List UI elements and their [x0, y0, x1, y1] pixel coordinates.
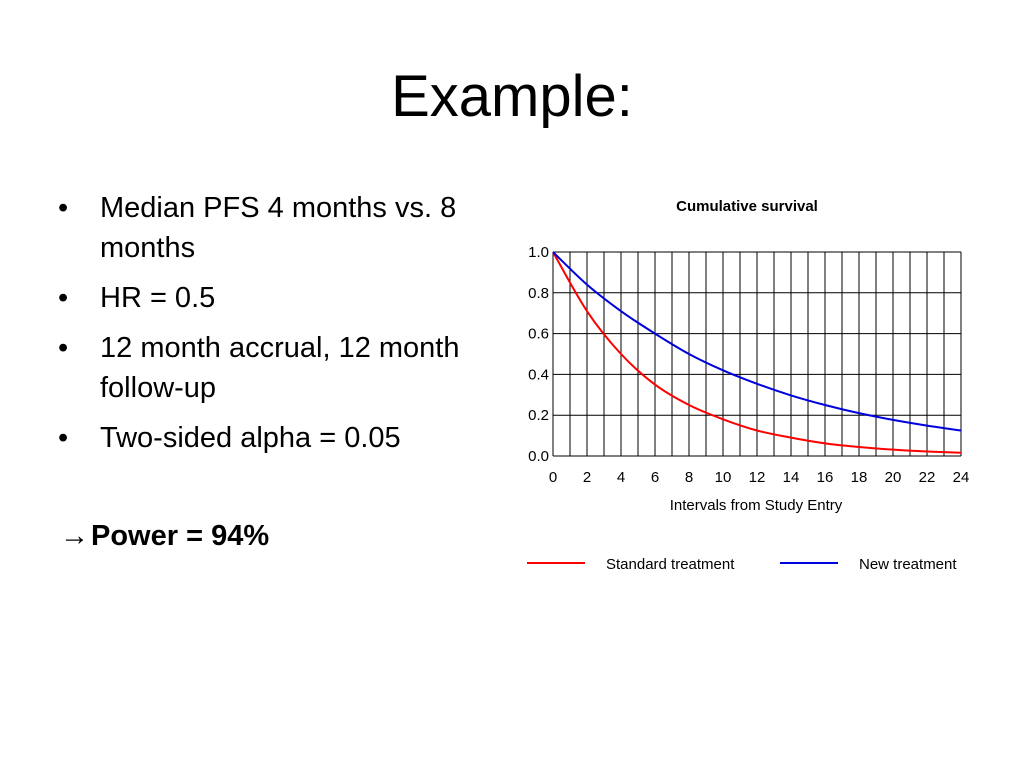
chart-ticks: 0 2 4 6 8 10 12 14 16 18 20 22 240.00.20.40.60.81.0 [528, 244, 969, 486]
x-tick-label: 8 [685, 469, 693, 486]
x-tick-label: 2 [583, 469, 591, 486]
x-tick-label: 12 [749, 469, 766, 486]
bullet-item: • 12 month accrual, 12 month follow-up [58, 328, 478, 408]
x-tick-label: 10 [715, 469, 732, 486]
slide-title: Example: [391, 64, 633, 129]
y-tick-label: 0.4 [528, 366, 549, 383]
bullet-symbol: • [58, 422, 69, 454]
x-tick-label: 4 [617, 469, 625, 486]
power-text: Power = 94% [91, 520, 270, 552]
x-tick-label: 0 [549, 469, 557, 486]
y-tick-label: 0.6 [528, 326, 549, 343]
y-tick-label: 0.8 [528, 285, 549, 302]
bullet-text: Median PFS 4 months vs. 8 months [100, 192, 457, 264]
bullet-text: Two-sided alpha = 0.05 [100, 422, 401, 454]
legend-label: New treatment [859, 556, 957, 573]
chart-series [552, 251, 962, 454]
bullet-list: • Median PFS 4 months vs. 8 months • HR = … [58, 188, 478, 468]
bullet-text: HR = 0.5 [100, 282, 216, 314]
bullet-item: • HR = 0.5 [58, 278, 478, 318]
right-arrow-icon: → [60, 520, 89, 552]
x-tick-label: 14 [783, 469, 800, 486]
power-conclusion: →Power = 94% [60, 516, 269, 556]
chart-grid [552, 251, 962, 457]
x-tick-label: 16 [817, 469, 834, 486]
x-tick-label: 20 [885, 469, 902, 486]
chart-title: Cumulative survival [676, 198, 818, 215]
x-tick-label: 24 [953, 469, 970, 486]
y-tick-label: 1.0 [528, 244, 549, 261]
bullet-text: 12 month accrual, 12 month follow-up [100, 332, 460, 404]
bullet-symbol: • [58, 332, 69, 364]
bullet-item: • Median PFS 4 months vs. 8 months [58, 188, 478, 268]
series-line-new-treatment [552, 251, 962, 432]
y-tick-label: 0.2 [528, 407, 549, 424]
bullet-symbol: • [58, 192, 69, 224]
x-tick-label: 22 [919, 469, 936, 486]
survival-chart-svg: Cumulative survival 0 2 4 6 8 10 12 14 16 18 20 22 2… [527, 198, 969, 573]
chart-legend: Standard treatment New treatment [527, 556, 957, 573]
series-line-standard-treatment [552, 251, 962, 454]
bullet-symbol: • [58, 282, 69, 314]
survival-chart: Cumulative survival 0 2 4 6 8 10 12 14 16 18 20 22 2… [500, 185, 980, 585]
x-tick-label: 18 [851, 469, 868, 486]
y-tick-label: 0.0 [528, 448, 549, 465]
x-tick-label: 6 [651, 469, 659, 486]
legend-label: Standard treatment [606, 556, 735, 573]
bullet-item: • Two-sided alpha = 0.05 [58, 418, 478, 458]
x-axis-label: Intervals from Study Entry [670, 497, 843, 514]
